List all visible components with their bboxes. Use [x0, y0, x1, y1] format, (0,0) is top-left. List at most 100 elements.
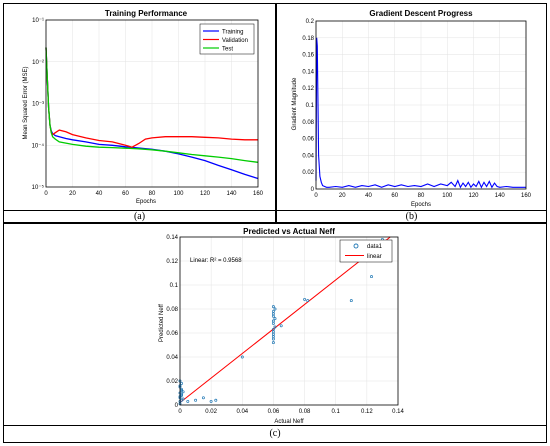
- chart-c-title: Predicted vs Actual Neff: [243, 227, 335, 236]
- caption-divider-a: [3, 210, 276, 211]
- chart-b-ytick-label: 0.14: [302, 69, 314, 75]
- chart-c-plot-area: [179, 236, 399, 406]
- chart-b-xtick-label: 100: [442, 193, 453, 199]
- chart-b-xtick-label: 0: [314, 193, 318, 199]
- chart-b-xtick-label: 20: [339, 193, 346, 199]
- chart-c-data-point: [279, 324, 283, 328]
- chart-a-xtick-label: 160: [253, 191, 264, 197]
- chart-a-xtick-label: 20: [69, 191, 76, 197]
- chart-c-xtick-label: 0.04: [236, 409, 248, 415]
- chart-a-ytick-label: 10⁻⁵: [32, 184, 45, 191]
- chart-a-xtick-label: 60: [122, 191, 129, 197]
- chart-a-xtick-label: 80: [149, 191, 156, 197]
- legend-data1-label: data1: [367, 244, 383, 250]
- chart-c-data-point: [349, 299, 353, 303]
- chart-c-data-point: [271, 341, 275, 345]
- chart-c-gridlines: [180, 237, 398, 405]
- chart-c-data-point: [194, 398, 198, 402]
- chart-b-xlabel: Epochs: [411, 202, 431, 208]
- chart-b-ytick-label: 0.12: [302, 86, 314, 92]
- chart-c-data-point: [370, 275, 373, 279]
- chart-b-plot-area: [315, 20, 527, 190]
- caption-divider-b: [276, 210, 547, 211]
- chart-c-xtick-label: 0: [178, 409, 182, 415]
- chart-a-legend: Training Validation Test: [199, 23, 255, 55]
- chart-c-xtick-label: 0.1: [332, 409, 341, 415]
- chart-b-ytick-label: 0.18: [302, 36, 314, 42]
- chart-a-xtick-label: 140: [226, 191, 237, 197]
- chart-a-plot-area: [45, 19, 259, 188]
- chart-a-tick-labels: 0 20 40 60 80 100 120 140 160 10⁻⁵ 10⁻⁴ 10⁻³ 10⁻² 10⁻…: [32, 18, 264, 197]
- chart-c-data-point: [186, 399, 190, 403]
- chart-c-data-point: [201, 396, 205, 400]
- chart-a-series-lines: [45, 47, 259, 180]
- chart-b-xtick-label: 40: [365, 193, 372, 199]
- chart-c-xtick-label: 0.14: [392, 409, 404, 415]
- chart-c-data-point: [273, 307, 277, 311]
- chart-c-data-point: [273, 325, 277, 329]
- chart-c-xtick-label: 0.12: [361, 409, 373, 415]
- chart-c-legend: data1 linear: [339, 239, 393, 263]
- chart-c-annotation: Linear: R² = 0.9568: [190, 258, 242, 264]
- chart-c-data-point: [271, 319, 275, 323]
- chart-b-ytick-label: 0.02: [302, 170, 314, 176]
- chart-a-ytick-label: 10⁻²: [32, 60, 44, 66]
- chart-c-data-point: [180, 387, 184, 391]
- chart-c-data-point: [271, 309, 275, 313]
- chart-b-ytick-label: 0.08: [302, 120, 314, 126]
- chart-b-series-lines: [315, 37, 526, 189]
- chart-b-ytick-label: 0.04: [302, 153, 314, 159]
- legend-training-label: Training: [222, 30, 243, 36]
- chart-c-xtick-label: 0.08: [299, 409, 311, 415]
- chart-a-xtick-label: 40: [96, 191, 103, 197]
- legend-data1-swatch: [353, 243, 359, 249]
- caption-b: (b): [405, 211, 418, 222]
- chart-c-ytick-label: 0.04: [166, 355, 178, 361]
- chart-c-linear-fit: [179, 236, 391, 403]
- chart-a-ytick-label: 10⁻³: [32, 102, 44, 108]
- chart-b-gridlines: [316, 21, 526, 189]
- chart-c-ytick-label: 0.08: [166, 307, 178, 313]
- chart-c-series-marks: [178, 236, 391, 406]
- chart-c-ytick-label: 0.06: [166, 331, 178, 337]
- chart-c-data-point: [306, 299, 310, 303]
- chart-b-ytick-label: 0.1: [306, 103, 315, 109]
- chart-b-xtick-label: 140: [495, 193, 506, 199]
- chart-c-data-point: [180, 398, 184, 402]
- chart-a-xlabel: Epochs: [136, 199, 156, 205]
- chart-c-xtick-label: 0.02: [205, 409, 217, 415]
- legend-test-label: Test: [222, 47, 233, 53]
- legend-validation-label: Validation: [222, 38, 248, 44]
- chart-c-ytick-label: 0.14: [166, 235, 178, 241]
- chart-c-xlabel: Actual Neff: [274, 419, 304, 425]
- chart-b-ytick-label: 0.16: [302, 53, 314, 59]
- panel-b-frame: [276, 3, 547, 223]
- chart-b-ylabel: Gradient Magnitude: [292, 77, 298, 130]
- chart-c-ylabel: Predicted Neff: [159, 304, 165, 342]
- chart-c-ytick-label: 0.12: [166, 259, 178, 265]
- chart-c-ytick-label: 0: [175, 403, 179, 409]
- chart-c-data-point: [303, 297, 307, 301]
- chart-a-xtick-label: 100: [173, 191, 184, 197]
- chart-a-line-test: [45, 47, 259, 163]
- chart-c-ytick-label: 0.02: [166, 379, 178, 385]
- chart-c-data-point: [214, 398, 218, 402]
- panel-c-frame: [3, 223, 547, 443]
- chart-c-tick-labels: 0 0.02 0.04 0.06 0.08 0.1 0.12 0.14 0 0.02 0.04 0.0…: [166, 235, 404, 415]
- chart-a-ylabel: Mean Squared Error (MSE): [23, 66, 29, 139]
- chart-a-ytick-label: 10⁻¹: [32, 18, 44, 24]
- chart-a-title: Training Performance: [105, 9, 188, 18]
- chart-b-xtick-label: 160: [521, 193, 532, 199]
- chart-c-data-point: [273, 317, 277, 321]
- chart-b-ytick-label: 0.06: [302, 137, 314, 143]
- caption-c: (c): [269, 428, 281, 439]
- chart-c-data-point: [180, 381, 184, 385]
- chart-b-title: Gradient Descent Progress: [369, 9, 473, 18]
- chart-c-data-point: [240, 355, 244, 359]
- chart-a-xtick-label: 120: [200, 191, 211, 197]
- panel-a-frame: [3, 3, 276, 223]
- chart-b-tick-labels: 0 20 40 60 80 100 120 140 160 0 0.02 0.04 0.06 0.08 0.…: [302, 19, 531, 199]
- chart-c-data-point: [271, 327, 275, 331]
- chart-b-ytick-label: 0.2: [306, 19, 315, 25]
- chart-c-data-point: [181, 390, 185, 394]
